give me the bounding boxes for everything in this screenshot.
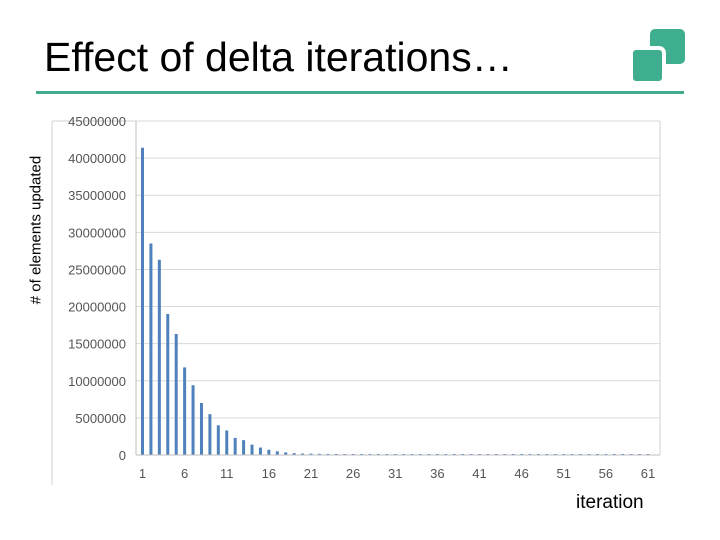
- x-tick-label: 56: [599, 466, 613, 481]
- bar: [334, 453, 338, 455]
- bar: [301, 453, 305, 455]
- bar: [225, 430, 229, 455]
- bar: [275, 451, 279, 455]
- bar: [258, 447, 262, 455]
- x-tick-label: 26: [346, 466, 360, 481]
- bar: [326, 453, 330, 455]
- bar: [284, 452, 288, 455]
- y-tick-label: 35000000: [68, 188, 126, 203]
- x-tick-label: 31: [388, 466, 402, 481]
- bar: [208, 414, 212, 455]
- y-tick-label: 20000000: [68, 300, 126, 315]
- bar: [233, 437, 237, 455]
- bar: [191, 385, 195, 455]
- slide-title: Effect of delta iterations…: [44, 34, 513, 80]
- x-tick-label: 51: [557, 466, 571, 481]
- bar: [157, 259, 161, 455]
- x-axis-label: iteration: [576, 492, 644, 513]
- x-tick-label: 6: [181, 466, 188, 481]
- title-underline: [36, 91, 684, 94]
- logo-icon: [631, 29, 685, 85]
- bar: [174, 334, 178, 455]
- x-tick-label: 21: [304, 466, 318, 481]
- y-axis-label: # of elements updated: [27, 155, 45, 305]
- bar: [242, 440, 246, 455]
- x-tick-label: 46: [514, 466, 528, 481]
- x-tick-label: 41: [472, 466, 486, 481]
- bar: [317, 453, 321, 455]
- y-tick-label: 45000000: [68, 114, 126, 129]
- y-tick-label: 40000000: [68, 151, 126, 166]
- bar: [309, 453, 313, 455]
- x-tick-label: 1: [139, 466, 146, 481]
- bar: [166, 313, 170, 455]
- bar: [267, 449, 271, 455]
- y-tick-label: 25000000: [68, 262, 126, 277]
- bar: [216, 425, 220, 455]
- bar: [199, 403, 203, 455]
- y-tick-label: 5000000: [75, 411, 126, 426]
- bar: [141, 147, 144, 455]
- x-tick-label: 61: [641, 466, 655, 481]
- bar: [183, 367, 187, 455]
- y-tick-label: 10000000: [68, 374, 126, 389]
- bar: [250, 444, 254, 455]
- bar: [292, 453, 296, 455]
- bar: [149, 243, 153, 455]
- x-tick-label: 11: [220, 466, 234, 481]
- y-tick-label: 30000000: [68, 225, 126, 240]
- x-tick-label: 36: [430, 466, 444, 481]
- x-tick-label: 16: [262, 466, 276, 481]
- y-tick-label: 0: [119, 448, 126, 463]
- y-tick-label: 15000000: [68, 337, 126, 352]
